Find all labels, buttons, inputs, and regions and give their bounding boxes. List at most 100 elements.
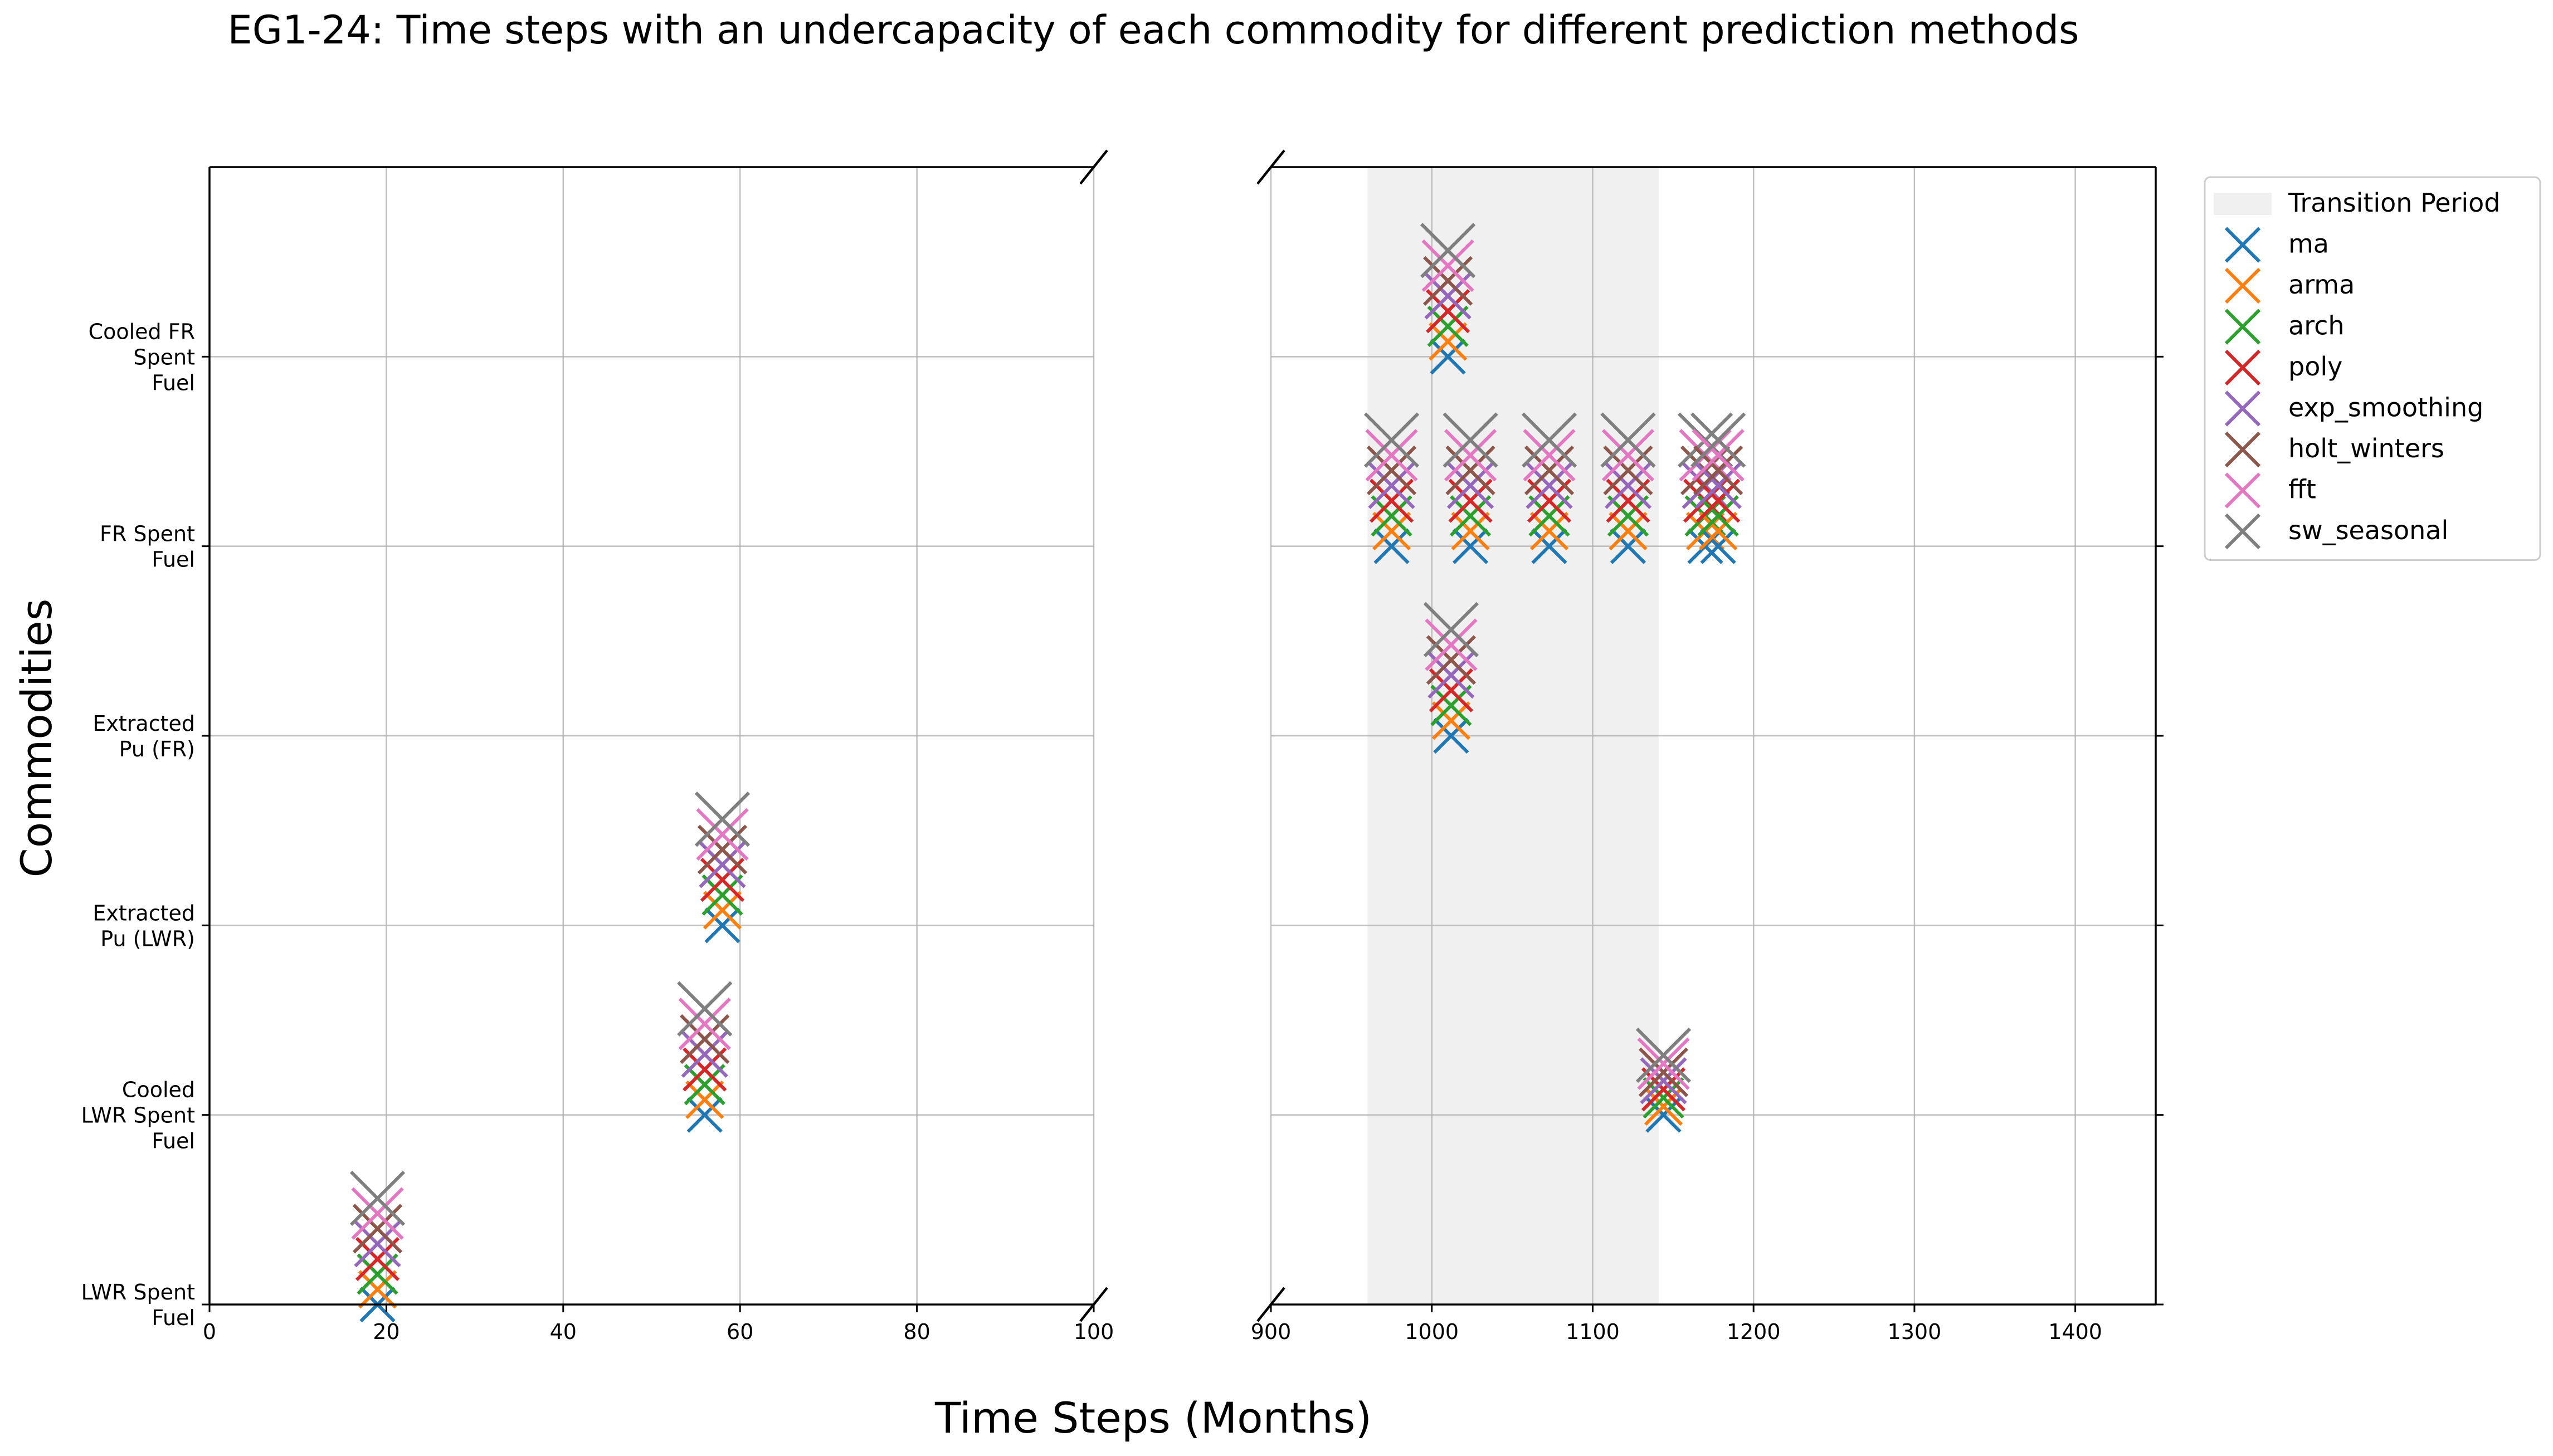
y-tick-label-line: Fuel — [152, 1129, 195, 1154]
y-tick-label-line: Cooled FR — [89, 319, 195, 344]
legend-marker-stroke — [2224, 513, 2261, 550]
legend-label-exp_smoothing: exp_smoothing — [2288, 393, 2483, 423]
marker-stroke — [1372, 511, 1411, 551]
marker-sw_seasonal — [677, 981, 733, 1037]
y-tick-label-line: Fuel — [152, 1306, 195, 1330]
x-tick-label: 0 — [203, 1320, 216, 1344]
x-tick-label: 40 — [550, 1320, 577, 1344]
x-tick-label: 20 — [373, 1320, 399, 1344]
marker-stroke — [1428, 322, 1468, 361]
marker-stroke — [1425, 618, 1478, 671]
x-tick-label: 1200 — [1727, 1320, 1781, 1344]
x-axis-label: Time Steps (Months) — [934, 1393, 1372, 1443]
marker-exp_smoothing — [1640, 1057, 1687, 1105]
marker-stroke — [1699, 511, 1738, 551]
x-tick-label: 80 — [903, 1320, 930, 1344]
legend-label-poly: poly — [2288, 351, 2342, 382]
marker-stroke — [357, 1253, 398, 1295]
marker-stroke — [1609, 511, 1648, 551]
marker-stroke — [678, 998, 731, 1051]
marker-stroke — [683, 1047, 727, 1092]
marker-stroke — [1606, 478, 1650, 523]
chart-title: EG1-24: Time steps with an undercapacity… — [228, 7, 2079, 53]
legend-box — [2204, 176, 2541, 561]
marker-stroke — [358, 1270, 397, 1309]
marker-arma — [1699, 511, 1738, 551]
y-tick-label-line: Pu (LWR) — [100, 926, 195, 951]
marker-stroke — [1451, 511, 1490, 551]
legend-marker-arch — [2224, 309, 2261, 345]
y-tick-label-line: LWR Spent — [81, 1280, 195, 1304]
y-tick-label: Cooled FR Spent Fuel — [89, 319, 195, 395]
marker-sw_seasonal — [1521, 412, 1577, 468]
marker-poly — [1425, 289, 1470, 334]
y-tick-label: Extracted Pu (FR) — [92, 711, 195, 761]
marker-stroke — [1420, 223, 1476, 279]
y-tick-label-line: FR Spent — [100, 522, 195, 546]
marker-arma — [703, 891, 742, 930]
marker-stroke — [1601, 429, 1655, 482]
marker-ma — [1531, 528, 1567, 564]
legend-marker-stroke — [2224, 349, 2261, 386]
marker-stroke — [1521, 412, 1577, 468]
marker-stroke — [1452, 528, 1489, 564]
marker-arma — [1372, 511, 1411, 551]
marker-fft — [351, 1187, 404, 1240]
marker-arch — [1697, 495, 1739, 537]
marker-ma — [1433, 717, 1469, 754]
y-tick-label-line: Fuel — [152, 548, 195, 572]
legend-label-fft: fft — [2288, 475, 2316, 505]
marker-fft — [1444, 429, 1497, 482]
x-tick-label: 900 — [1251, 1320, 1292, 1344]
y-axis-label: Commodities — [12, 599, 61, 878]
marker-fft — [1421, 239, 1474, 292]
marker-stroke — [1700, 528, 1736, 564]
marker-ma — [686, 1097, 723, 1133]
y-tick-label: FR Spent Fuel — [100, 522, 195, 572]
marker-fft — [696, 808, 749, 861]
marker-arma — [685, 1080, 724, 1120]
y-tick-label-line: Pu (FR) — [119, 737, 195, 761]
marker-arma — [1428, 322, 1468, 361]
marker-stroke — [696, 808, 749, 861]
marker-stroke — [1365, 429, 1418, 482]
marker-stroke — [1527, 478, 1572, 523]
marker-stroke — [1421, 239, 1474, 292]
y-tick-label: Extracted Pu (LWR) — [92, 901, 195, 951]
marker-fft — [1637, 1037, 1690, 1090]
marker-stroke — [1528, 495, 1570, 537]
marker-arch — [1528, 495, 1570, 537]
marker-arch — [1427, 305, 1469, 348]
marker-stroke — [700, 858, 745, 902]
legend-label-sw_seasonal: sw_seasonal — [2288, 515, 2448, 545]
legend-marker-stroke — [2224, 227, 2261, 263]
legend-label-holt_winters: holt_winters — [2288, 433, 2444, 463]
marker-arch — [1371, 495, 1412, 537]
marker-stroke — [1523, 429, 1576, 482]
marker-sw_seasonal — [1443, 412, 1498, 468]
marker-stroke — [1449, 495, 1492, 537]
marker-stroke — [1635, 1027, 1692, 1083]
y-tick-label-line: Fuel — [152, 370, 195, 395]
x-tick-label: 1000 — [1405, 1320, 1459, 1344]
marker-arch — [1449, 495, 1492, 537]
legend-marker-fft — [2224, 472, 2261, 509]
marker-arma — [1609, 511, 1648, 551]
x-tick-label: 100 — [1074, 1320, 1114, 1344]
legend-marker-stroke — [2224, 431, 2261, 468]
marker-fft — [1425, 618, 1478, 671]
legend-marker-stroke — [2224, 390, 2261, 427]
marker-arma — [1529, 511, 1569, 551]
x-tick-label: 1400 — [2048, 1320, 2102, 1344]
marker-stroke — [1433, 717, 1469, 754]
marker-poly — [355, 1237, 400, 1281]
marker-poly — [683, 1047, 727, 1092]
marker-stroke — [1373, 528, 1410, 564]
marker-sw_seasonal — [1423, 602, 1479, 658]
marker-arma — [358, 1270, 397, 1309]
marker-stroke — [703, 891, 742, 930]
marker-stroke — [1427, 305, 1469, 348]
marker-poly — [1696, 478, 1741, 523]
marker-poly — [1369, 478, 1414, 523]
marker-sw_seasonal — [1363, 412, 1420, 468]
